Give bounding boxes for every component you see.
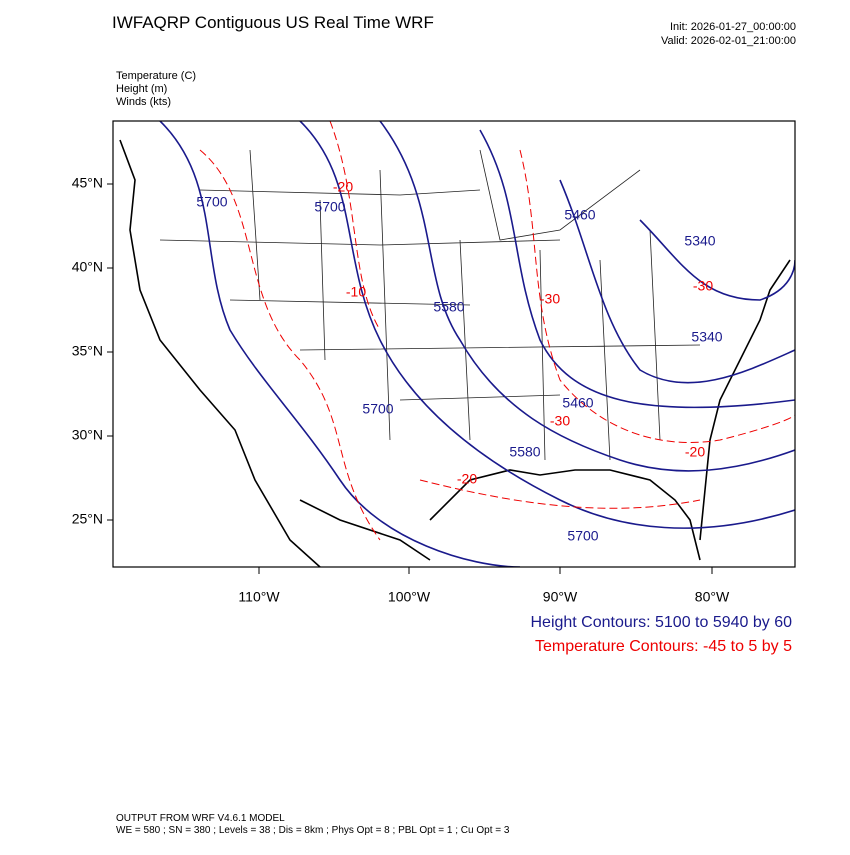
lon-label: 80°W bbox=[695, 589, 730, 605]
lon-label: 100°W bbox=[388, 589, 431, 605]
lon-label: 90°W bbox=[543, 589, 578, 605]
init-time: Init: 2026-01-27_00:00:00 bbox=[670, 21, 796, 33]
field-label: Height (m) bbox=[116, 83, 167, 95]
height-label: 5340 bbox=[691, 329, 722, 345]
ticks bbox=[107, 183, 713, 574]
height-contour bbox=[299, 121, 795, 529]
temperature-label: -10 bbox=[346, 284, 366, 300]
height-legend: Height Contours: 5100 to 5940 by 60 bbox=[530, 614, 792, 631]
height-label: 5460 bbox=[564, 207, 595, 223]
height-contour bbox=[159, 121, 521, 567]
temperature-contour bbox=[419, 479, 701, 509]
height-label: 5700 bbox=[362, 401, 393, 417]
temperature-contour bbox=[519, 149, 795, 443]
lat-label: 45°N bbox=[72, 175, 103, 191]
height-label: 5580 bbox=[509, 444, 540, 460]
map-frame bbox=[112, 120, 796, 568]
field-label: Temperature (C) bbox=[116, 70, 196, 82]
temperature-contour bbox=[199, 149, 381, 541]
height-contour bbox=[479, 129, 795, 409]
height-contour bbox=[379, 121, 795, 472]
temperature-label: -30 bbox=[693, 278, 713, 294]
lon-label: 110°W bbox=[238, 589, 280, 605]
height-label: 5340 bbox=[684, 233, 715, 249]
field-label: Winds (kts) bbox=[116, 96, 171, 108]
height-label: 5580 bbox=[433, 299, 464, 315]
temperature-contour bbox=[329, 121, 381, 331]
height-label: 5700 bbox=[196, 194, 227, 210]
coastline bbox=[119, 139, 791, 567]
lat-label: 35°N bbox=[72, 343, 103, 359]
height-label: 5700 bbox=[314, 199, 345, 215]
temperature-label: -30 bbox=[540, 291, 560, 307]
lat-label: 30°N bbox=[72, 427, 103, 443]
temperature-label: -20 bbox=[685, 444, 705, 460]
title: IWFAQRP Contiguous US Real Time WRF bbox=[112, 13, 434, 32]
temperature-label: -20 bbox=[457, 471, 477, 487]
valid-time: Valid: 2026-02-01_21:00:00 bbox=[661, 35, 796, 47]
lat-label: 40°N bbox=[72, 259, 103, 275]
temperature-label: -20 bbox=[333, 179, 353, 195]
height-contour bbox=[559, 179, 795, 384]
temperature-label: -30 bbox=[550, 413, 570, 429]
height-contour bbox=[639, 219, 795, 301]
height-label: 5460 bbox=[562, 395, 593, 411]
state-lines bbox=[159, 149, 701, 461]
lat-label: 25°N bbox=[72, 511, 103, 527]
footer-line: OUTPUT FROM WRF V4.6.1 MODEL bbox=[116, 813, 285, 824]
footer-line: WE = 580 ; SN = 380 ; Levels = 38 ; Dis … bbox=[116, 825, 510, 836]
temperature-legend: Temperature Contours: -45 to 5 by 5 bbox=[535, 638, 792, 655]
map: 45°N 40°N 35°N 30°N 25°N 110°W 100°W 90°… bbox=[72, 120, 796, 605]
height-label: 5700 bbox=[567, 528, 598, 544]
